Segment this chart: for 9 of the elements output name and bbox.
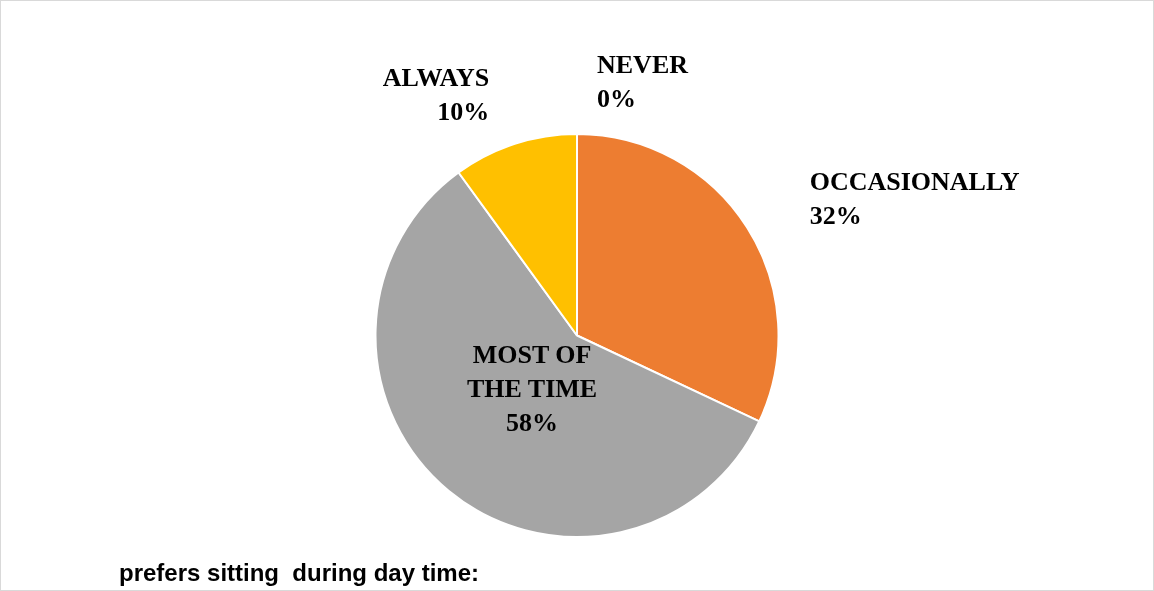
slice-label: ALWAYS: [382, 62, 490, 92]
category-label: NEVER: [597, 50, 689, 80]
data-label: 58%: [506, 407, 559, 437]
text: 0%: [597, 84, 636, 114]
text: prefers sitting during day time:: [119, 559, 480, 586]
data-label: 32%: [809, 201, 862, 231]
data-label: 10%: [437, 96, 490, 126]
slice-label: OCCASIONALLY: [809, 167, 1020, 197]
slice-label: MOST OF THE TIME: [466, 339, 598, 403]
